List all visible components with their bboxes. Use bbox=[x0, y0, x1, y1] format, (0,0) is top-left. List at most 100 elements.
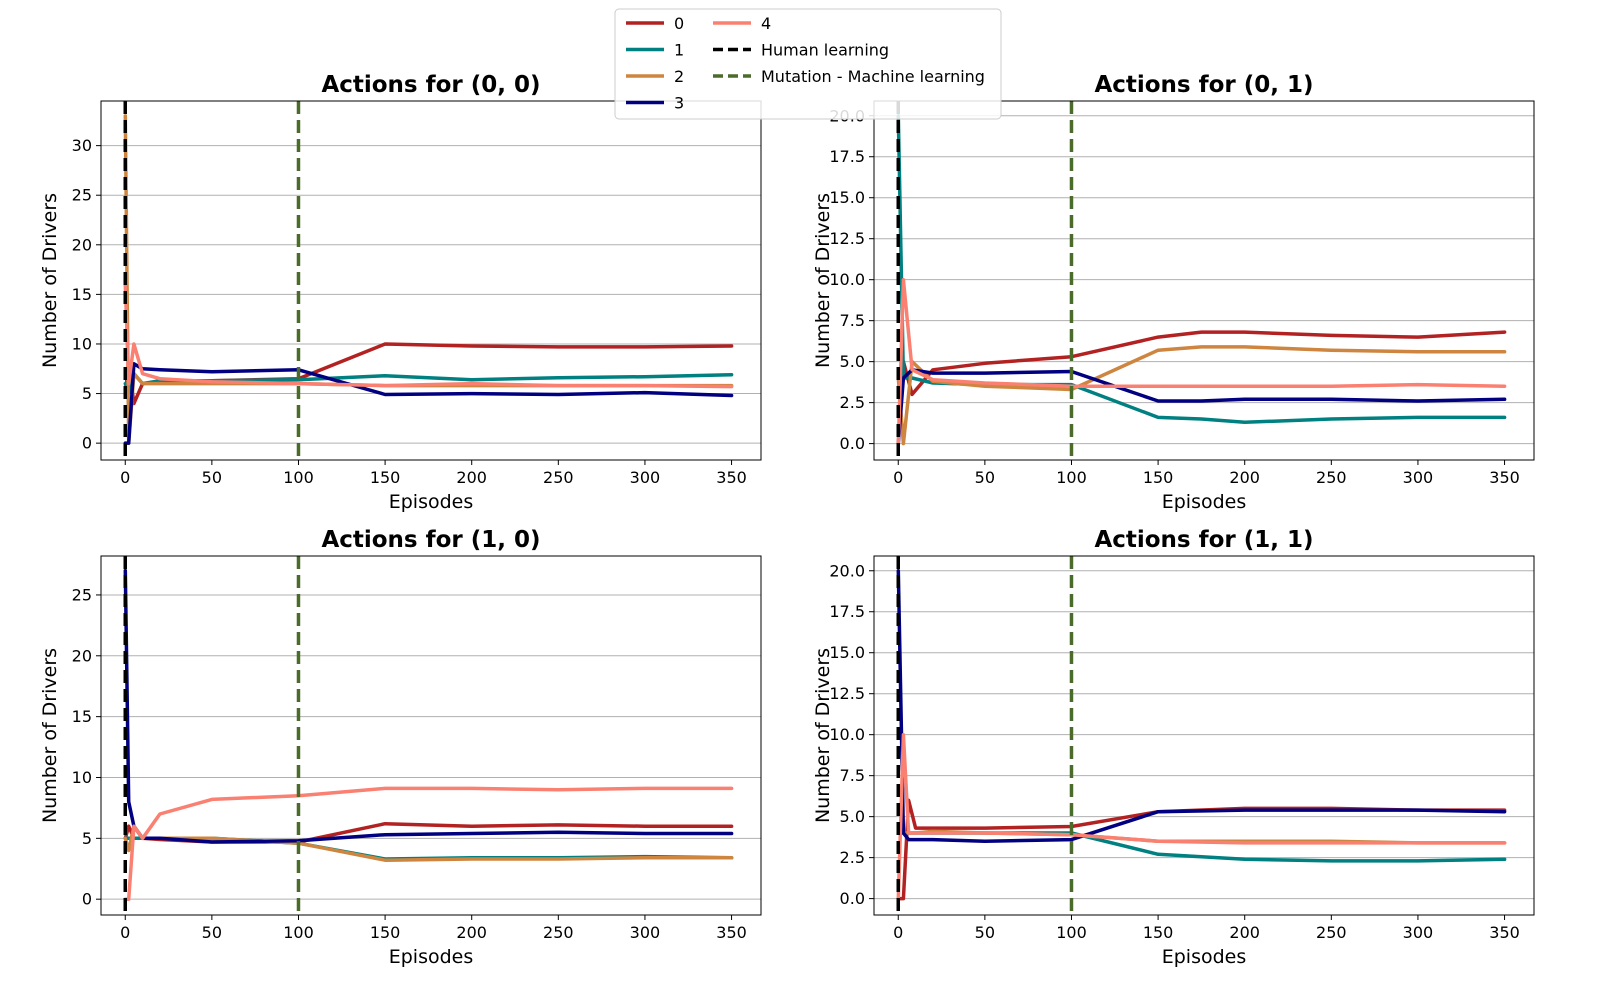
x-tick-label: 300 bbox=[630, 923, 661, 942]
y-tick-label: 15 bbox=[72, 285, 92, 304]
series-line-4 bbox=[896, 277, 1507, 446]
x-tick-label: 350 bbox=[716, 468, 747, 487]
x-tick-label: 150 bbox=[370, 923, 401, 942]
x-tick-label: 200 bbox=[1229, 468, 1260, 487]
y-tick-label: 15.0 bbox=[829, 643, 865, 662]
series-line-4 bbox=[896, 732, 1507, 901]
y-tick-label: 7.5 bbox=[840, 311, 865, 330]
legend-frame bbox=[614, 8, 1002, 120]
y-tick-label: 0.0 bbox=[840, 434, 865, 453]
x-tick-label: 0 bbox=[120, 468, 130, 487]
x-tick-label: 200 bbox=[456, 468, 487, 487]
legend-label: 2 bbox=[674, 67, 684, 86]
legend-label: 4 bbox=[761, 14, 771, 33]
subplot-2: 0 50 100 150 200 250 300 350 0 5 10 15 20 25 Actions f… bbox=[39, 527, 762, 968]
x-tick-label: 350 bbox=[1489, 923, 1520, 942]
y-tick-label: 10 bbox=[72, 334, 92, 353]
legend: 0 1 2 3 4 Human learning Mutation - Machine le… bbox=[614, 8, 1002, 120]
x-axis-label: Episodes bbox=[389, 491, 474, 513]
y-tick-label: 12.5 bbox=[829, 229, 865, 248]
series-line-4 bbox=[123, 786, 734, 901]
x-tick-label: 300 bbox=[630, 468, 661, 487]
legend-label: Human learning bbox=[761, 41, 889, 60]
y-tick-label: 20.0 bbox=[829, 561, 865, 580]
x-tick-label: 100 bbox=[283, 923, 314, 942]
legend-label: Mutation - Machine learning bbox=[761, 67, 985, 86]
y-tick-label: 20 bbox=[72, 646, 92, 665]
x-tick-label: 200 bbox=[1229, 923, 1260, 942]
series-line-1 bbox=[896, 831, 1507, 863]
y-tick-label: 10 bbox=[72, 768, 92, 787]
x-tick-label: 200 bbox=[456, 923, 487, 942]
x-tick-label: 50 bbox=[202, 923, 222, 942]
y-tick-label: 2.5 bbox=[840, 848, 865, 867]
y-tick-label: 7.5 bbox=[840, 766, 865, 785]
y-tick-label: 5.0 bbox=[840, 807, 865, 826]
x-tick-label: 350 bbox=[716, 923, 747, 942]
y-tick-label: 0 bbox=[82, 434, 92, 453]
series-line-1 bbox=[896, 114, 1507, 425]
legend-label: 1 bbox=[674, 41, 684, 60]
x-tick-label: 100 bbox=[283, 468, 314, 487]
y-tick-label: 10.0 bbox=[829, 270, 865, 289]
legend-label: 0 bbox=[674, 14, 684, 33]
x-tick-label: 50 bbox=[202, 468, 222, 487]
series-line-3 bbox=[896, 569, 1507, 843]
y-tick-label: 5 bbox=[82, 384, 92, 403]
x-tick-label: 300 bbox=[1403, 468, 1434, 487]
y-tick-label: 25 bbox=[72, 186, 92, 205]
chart-title: Actions for (1, 0) bbox=[321, 527, 540, 553]
chart-title: Actions for (0, 0) bbox=[321, 72, 540, 98]
y-tick-label: 25 bbox=[72, 585, 92, 604]
x-axis-label: Episodes bbox=[1162, 946, 1247, 968]
axes-frame bbox=[873, 555, 1535, 916]
y-axis-label: Number of Drivers bbox=[812, 648, 834, 823]
series-line-3 bbox=[123, 568, 734, 844]
x-tick-label: 50 bbox=[975, 468, 995, 487]
y-tick-label: 12.5 bbox=[829, 684, 865, 703]
y-tick-label: 0 bbox=[82, 890, 92, 909]
chart-title: Actions for (1, 1) bbox=[1094, 527, 1313, 553]
x-axis-label: Episodes bbox=[389, 946, 474, 968]
y-tick-label: 15 bbox=[72, 707, 92, 726]
x-tick-label: 50 bbox=[975, 923, 995, 942]
y-tick-label: 30 bbox=[72, 136, 92, 155]
series-line-3 bbox=[123, 362, 734, 445]
y-tick-label: 5 bbox=[82, 829, 92, 848]
y-tick-label: 17.5 bbox=[829, 602, 865, 621]
series-line-4 bbox=[123, 282, 734, 389]
axes-frame bbox=[873, 100, 1535, 461]
y-tick-label: 2.5 bbox=[840, 393, 865, 412]
axes-frame bbox=[100, 100, 762, 461]
legend-label: 3 bbox=[674, 94, 684, 113]
x-tick-label: 150 bbox=[1143, 468, 1174, 487]
x-tick-label: 100 bbox=[1056, 923, 1087, 942]
series-line-2 bbox=[896, 345, 1507, 446]
y-tick-label: 17.5 bbox=[829, 147, 865, 166]
x-tick-label: 250 bbox=[543, 468, 574, 487]
x-tick-label: 300 bbox=[1403, 923, 1434, 942]
axes-frame bbox=[100, 555, 762, 916]
subplot-0: 0 50 100 150 200 250 300 350 0 5 10 15 20 25 30 Actions… bbox=[39, 72, 762, 513]
x-tick-label: 150 bbox=[1143, 923, 1174, 942]
x-tick-label: 0 bbox=[120, 923, 130, 942]
y-tick-label: 15.0 bbox=[829, 188, 865, 207]
series-line-3 bbox=[896, 368, 1507, 446]
subplot-3: 0 50 100 150 200 250 300 350 0.0 2.5 5.0 7.5 10.0 12.… bbox=[812, 527, 1535, 968]
x-tick-label: 0 bbox=[893, 923, 903, 942]
series-line-0 bbox=[896, 798, 1507, 901]
chart-title: Actions for (0, 1) bbox=[1094, 72, 1313, 98]
y-axis-label: Number of Drivers bbox=[39, 193, 61, 368]
x-tick-label: 150 bbox=[370, 468, 401, 487]
x-tick-label: 100 bbox=[1056, 468, 1087, 487]
x-tick-label: 250 bbox=[1316, 923, 1347, 942]
subplot-1: 0 50 100 150 200 250 300 350 0.0 2.5 5.0 7.5 10.0 12.… bbox=[812, 72, 1535, 513]
x-tick-label: 250 bbox=[1316, 468, 1347, 487]
x-tick-label: 250 bbox=[543, 923, 574, 942]
x-tick-label: 0 bbox=[893, 468, 903, 487]
y-tick-label: 20 bbox=[72, 235, 92, 254]
y-tick-label: 10.0 bbox=[829, 725, 865, 744]
y-axis-label: Number of Drivers bbox=[39, 648, 61, 823]
y-tick-label: 5.0 bbox=[840, 352, 865, 371]
